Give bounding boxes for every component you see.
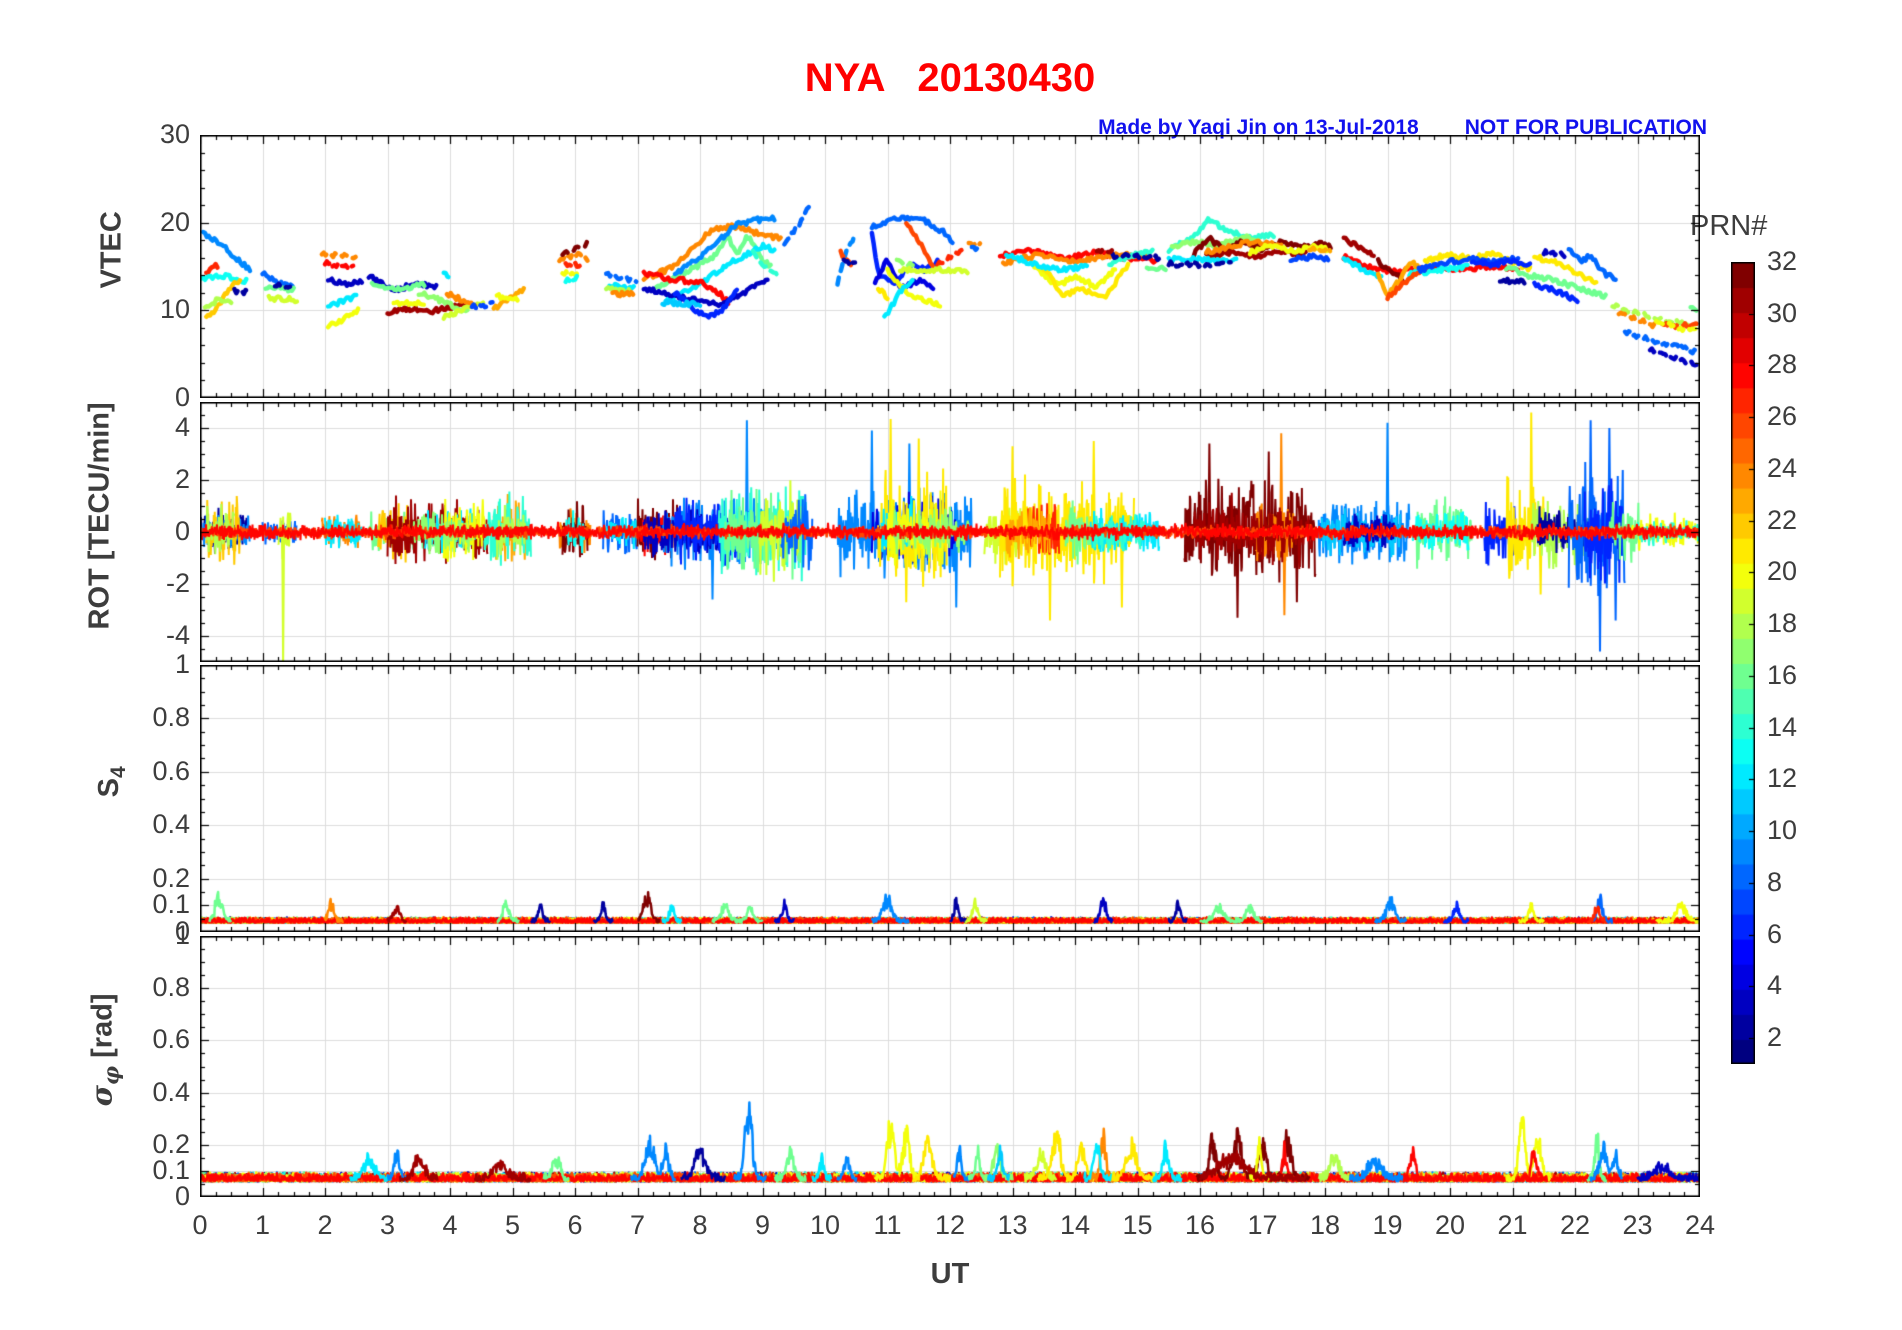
colorbar-tick-32: 32 — [1767, 246, 1798, 276]
s4-ytick-1: 1 — [174, 649, 190, 679]
colorbar-tick-12: 12 — [1767, 763, 1798, 794]
colorbar-tick-4: 4 — [1767, 970, 1783, 1001]
colorbar-tick-14: 14 — [1767, 711, 1798, 742]
colorbar-tick-30: 30 — [1767, 297, 1798, 328]
chart-title: NYA 20130430 — [804, 56, 1096, 100]
rot-ytick--2: -2 — [165, 568, 190, 598]
s4-ytick-0.1: 0.1 — [152, 889, 190, 920]
sigma_phi-ytick-0.2: 0.2 — [152, 1128, 190, 1159]
vtec-ytick-30: 30 — [159, 119, 190, 149]
rot-ytick-4: 4 — [174, 412, 190, 442]
colorbar-title: PRN# — [1690, 210, 1768, 242]
xtick-3: 3 — [379, 1210, 396, 1240]
colorbar-tick-16: 16 — [1767, 659, 1798, 690]
xtick-2: 2 — [317, 1210, 333, 1240]
colorbar-tick-8: 8 — [1767, 866, 1783, 897]
sigma_phi-ytick-0.1: 0.1 — [152, 1154, 190, 1185]
colorbar-tick-20: 20 — [1767, 556, 1798, 587]
vtec-axis-label: VTEC — [95, 211, 128, 289]
vtec-ytick-10: 10 — [159, 294, 190, 325]
xtick-8: 8 — [692, 1210, 708, 1240]
xtick-6: 6 — [567, 1210, 583, 1240]
colorbar-tick-24: 24 — [1767, 452, 1798, 483]
xtick-9: 9 — [754, 1210, 771, 1240]
vtec-ytick-20: 20 — [159, 206, 190, 237]
colorbar-tick-6: 6 — [1767, 918, 1783, 949]
xtick-24: 24 — [1684, 1210, 1716, 1240]
xtick-1: 1 — [254, 1210, 271, 1240]
sigma-phi-axis-label: σφ [rad] — [84, 993, 124, 1107]
xtick-0: 0 — [192, 1210, 208, 1240]
xtick-15: 15 — [1122, 1210, 1153, 1240]
s4-axis-label: S4 — [93, 766, 130, 798]
credit-text: Made by Yaqi Jin on 13-Jul-2018 — [1098, 116, 1419, 139]
vtec-panel-canvas — [200, 135, 1700, 398]
chart-subtitle: Made by Yaqi Jin on 13-Jul-2018 NOT FOR P… — [1075, 92, 1707, 164]
x-axis-label: UT — [930, 1258, 970, 1290]
rot-ytick-0: 0 — [174, 516, 190, 546]
xtick-17: 17 — [1247, 1210, 1278, 1240]
xtick-10: 10 — [809, 1210, 841, 1240]
rot-axis-label: ROT [TECU/min] — [83, 402, 116, 630]
sigma_phi-ytick-0: 0 — [174, 1181, 190, 1211]
xtick-21: 21 — [1497, 1210, 1528, 1240]
xtick-20: 20 — [1434, 1210, 1466, 1240]
sigma_phi-ytick-1: 1 — [174, 920, 190, 950]
xtick-23: 23 — [1622, 1210, 1653, 1240]
rot-ytick-2: 2 — [174, 464, 190, 494]
xtick-14: 14 — [1059, 1210, 1091, 1240]
s4-ytick-0.6: 0.6 — [152, 755, 190, 786]
colorbar-tick-2: 2 — [1767, 1022, 1783, 1053]
xtick-11: 11 — [873, 1210, 902, 1240]
xtick-22: 22 — [1559, 1210, 1591, 1240]
s4-panel-canvas — [200, 665, 1700, 932]
prn-colorbar — [1731, 262, 1755, 1064]
colorbar-tick-10: 10 — [1767, 815, 1798, 846]
xtick-16: 16 — [1184, 1210, 1216, 1240]
s4-ytick-0: 0 — [174, 916, 190, 946]
not-for-publication-text: NOT FOR PUBLICATION — [1464, 116, 1707, 139]
sigma-phi-panel-canvas — [200, 936, 1700, 1197]
xtick-18: 18 — [1309, 1210, 1341, 1240]
colorbar-tick-18: 18 — [1767, 608, 1798, 639]
xtick-4: 4 — [442, 1210, 458, 1240]
vtec-ytick-0: 0 — [174, 382, 190, 412]
rot-panel-canvas — [200, 402, 1700, 662]
s4-ytick-0.4: 0.4 — [152, 809, 190, 840]
rot-ytick--4: -4 — [165, 620, 190, 650]
xtick-13: 13 — [997, 1210, 1028, 1240]
xtick-7: 7 — [629, 1210, 646, 1240]
colorbar-tick-26: 26 — [1767, 401, 1798, 432]
colorbar-tick-22: 22 — [1767, 504, 1798, 535]
s4-ytick-0.8: 0.8 — [152, 702, 190, 733]
sigma_phi-ytick-0.8: 0.8 — [152, 972, 190, 1003]
xtick-19: 19 — [1372, 1210, 1403, 1240]
colorbar-tick-28: 28 — [1767, 349, 1798, 380]
sigma_phi-ytick-0.6: 0.6 — [152, 1024, 190, 1055]
sigma_phi-ytick-0.4: 0.4 — [152, 1076, 190, 1107]
xtick-12: 12 — [934, 1210, 966, 1240]
s4-ytick-0.2: 0.2 — [152, 862, 190, 893]
xtick-5: 5 — [504, 1210, 521, 1240]
